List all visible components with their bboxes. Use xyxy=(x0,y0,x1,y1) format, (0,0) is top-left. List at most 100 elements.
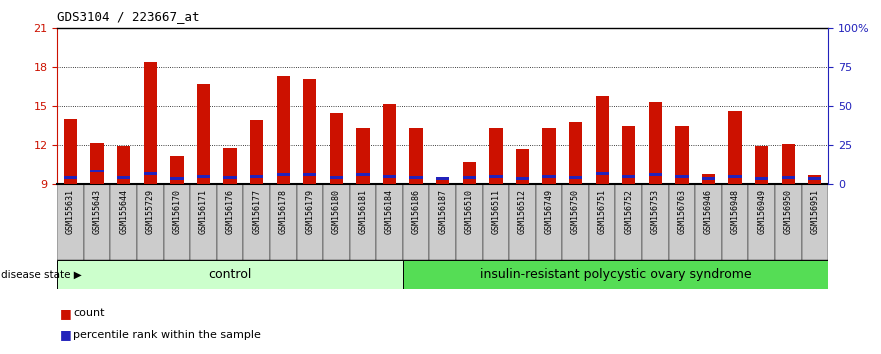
Bar xyxy=(329,113,343,184)
Bar xyxy=(748,184,775,260)
Text: control: control xyxy=(209,268,252,281)
Bar xyxy=(250,175,263,178)
Bar xyxy=(596,96,609,184)
Text: GSM156753: GSM156753 xyxy=(651,189,660,234)
Bar xyxy=(376,184,403,260)
Bar xyxy=(642,184,669,260)
Bar xyxy=(562,184,589,260)
Text: percentile rank within the sample: percentile rank within the sample xyxy=(73,330,261,339)
Bar xyxy=(436,178,449,184)
Bar xyxy=(808,175,821,184)
Text: GSM156170: GSM156170 xyxy=(173,189,181,234)
Bar xyxy=(356,128,370,184)
Bar xyxy=(695,184,722,260)
Bar xyxy=(648,102,662,184)
Bar xyxy=(616,184,642,260)
Text: GSM156187: GSM156187 xyxy=(438,189,448,234)
Bar xyxy=(117,176,130,179)
Text: GSM156179: GSM156179 xyxy=(306,189,315,234)
Bar xyxy=(622,175,635,178)
Bar xyxy=(589,184,616,260)
Bar xyxy=(436,177,449,180)
Text: GSM156749: GSM156749 xyxy=(544,189,553,234)
Text: GDS3104 / 223667_at: GDS3104 / 223667_at xyxy=(57,10,200,23)
Bar xyxy=(543,128,556,184)
Bar xyxy=(536,184,562,260)
Bar xyxy=(403,184,429,260)
Text: GSM156171: GSM156171 xyxy=(199,189,208,234)
Text: GSM155631: GSM155631 xyxy=(66,189,75,234)
Bar xyxy=(164,184,190,260)
Text: GSM156750: GSM156750 xyxy=(571,189,580,234)
Text: GSM156177: GSM156177 xyxy=(252,189,261,234)
Bar xyxy=(676,175,689,178)
Bar xyxy=(781,144,795,184)
Bar xyxy=(196,175,210,178)
Bar xyxy=(277,76,290,184)
Bar xyxy=(144,172,157,175)
Bar xyxy=(383,175,396,178)
Text: disease state ▶: disease state ▶ xyxy=(1,269,82,279)
Bar xyxy=(729,175,742,178)
Bar xyxy=(57,260,403,289)
Text: GSM156511: GSM156511 xyxy=(492,189,500,234)
Bar xyxy=(91,170,104,172)
Bar xyxy=(509,184,536,260)
Bar xyxy=(702,174,715,184)
Text: GSM156510: GSM156510 xyxy=(465,189,474,234)
Bar xyxy=(569,122,582,184)
Text: GSM155644: GSM155644 xyxy=(119,189,129,234)
Bar xyxy=(224,176,237,179)
Bar xyxy=(170,155,183,184)
Bar xyxy=(648,173,662,176)
Bar xyxy=(329,176,343,179)
Bar xyxy=(515,177,529,180)
Bar xyxy=(755,177,768,180)
Bar xyxy=(64,119,78,184)
Bar xyxy=(755,147,768,184)
Bar xyxy=(217,184,243,260)
Bar xyxy=(383,104,396,184)
Text: GSM156950: GSM156950 xyxy=(784,189,793,234)
Text: GSM156752: GSM156752 xyxy=(625,189,633,234)
Bar xyxy=(729,112,742,184)
Text: GSM156951: GSM156951 xyxy=(811,189,819,234)
Text: GSM155729: GSM155729 xyxy=(145,189,155,234)
Bar xyxy=(323,184,350,260)
Bar xyxy=(110,184,137,260)
Text: GSM156512: GSM156512 xyxy=(518,189,527,234)
Bar xyxy=(489,128,502,184)
Bar xyxy=(483,184,509,260)
Text: count: count xyxy=(73,308,105,318)
Text: GSM156763: GSM156763 xyxy=(677,189,686,234)
Text: GSM156751: GSM156751 xyxy=(597,189,607,234)
Bar xyxy=(144,62,157,184)
Bar xyxy=(669,184,695,260)
Bar xyxy=(64,176,78,179)
Text: GSM156184: GSM156184 xyxy=(385,189,394,234)
Bar xyxy=(622,126,635,184)
Text: GSM156181: GSM156181 xyxy=(359,189,367,234)
Bar xyxy=(190,184,217,260)
Bar xyxy=(463,162,476,184)
Bar xyxy=(170,177,183,180)
Text: GSM155643: GSM155643 xyxy=(93,189,101,234)
Bar xyxy=(702,177,715,180)
Bar xyxy=(722,184,748,260)
Text: GSM156186: GSM156186 xyxy=(411,189,420,234)
Bar xyxy=(596,172,609,175)
Bar xyxy=(243,184,270,260)
Bar xyxy=(137,184,164,260)
Bar xyxy=(569,176,582,179)
Bar xyxy=(463,176,476,179)
Bar xyxy=(489,175,502,178)
Bar xyxy=(410,128,423,184)
Bar xyxy=(297,184,323,260)
Bar xyxy=(781,176,795,179)
Bar xyxy=(117,147,130,184)
Bar xyxy=(429,184,456,260)
Bar xyxy=(303,79,316,184)
Bar xyxy=(277,173,290,176)
Bar xyxy=(808,177,821,180)
Bar xyxy=(224,148,237,184)
